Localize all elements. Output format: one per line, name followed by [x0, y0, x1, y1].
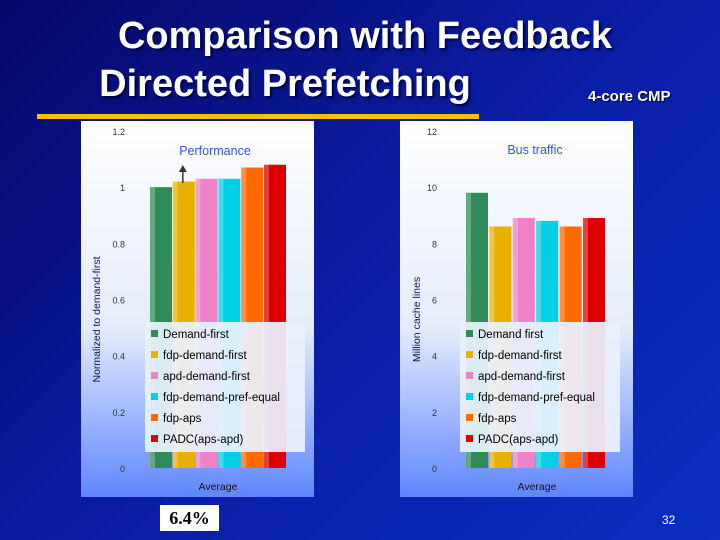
- perf-ytick-label: 0.2: [112, 408, 125, 418]
- title-underline: [37, 114, 479, 119]
- bus-ylabel: Million cache lines: [411, 277, 423, 362]
- performance-chart: 0 0.2 0.4 0.6 0.8 1 1.2 Normalized to demand-fi…: [81, 121, 314, 497]
- perf-legend-label-5: PADC(aps-apd): [163, 434, 243, 446]
- perf-legend-swatch-3: [151, 393, 158, 400]
- bus-ytick-label: 4: [432, 352, 437, 362]
- perf-legend-label-0: Demand-first: [163, 329, 230, 341]
- bus-ytick-label: 6: [432, 296, 437, 306]
- slide-subtitle: 4-core CMP: [588, 88, 671, 105]
- performance-chart-svg: 0 0.2 0.4 0.6 0.8 1 1.2 Normalized to demand-fi…: [91, 127, 305, 493]
- bus-legend-swatch-0: [466, 330, 473, 337]
- perf-ylabel: Normalized to demand-first: [91, 256, 103, 382]
- bus-legend-label-0: Demand first: [478, 329, 544, 341]
- bus-ytick-label: 0: [432, 464, 437, 474]
- bus-traffic-chart-svg: 0 2 4 6 8 10 12 Million cache lines Bus traffic A…: [411, 127, 620, 493]
- perf-arrow-head: [178, 165, 187, 172]
- bus-legend-swatch-4: [466, 414, 473, 421]
- bus-legend-box: [460, 322, 620, 452]
- bus-ytick-label: 12: [427, 127, 437, 137]
- perf-legend-swatch-2: [151, 372, 158, 379]
- slide-title-line1: Comparison with Feedback: [117, 15, 613, 57]
- perf-legend-swatch-0: [151, 330, 158, 337]
- perf-legend-swatch-1: [151, 351, 158, 358]
- perf-legend-label-3: fdp-demand-pref-equal: [163, 392, 280, 404]
- perf-legend-box: [145, 322, 305, 452]
- perf-ytick-label: 0.6: [112, 296, 125, 306]
- bus-legend-label-2: apd-demand-first: [478, 371, 566, 383]
- bus-legend-swatch-3: [466, 393, 473, 400]
- perf-chart-title: Performance: [179, 144, 251, 158]
- perf-ytick-label: 0.4: [112, 352, 125, 362]
- bus-legend-swatch-5: [466, 435, 473, 442]
- perf-ytick-label: 1: [120, 183, 125, 193]
- bus-category-label: Average: [518, 481, 557, 493]
- bus-legend-label-1: fdp-demand-first: [478, 350, 563, 362]
- perf-bar-highlight-5: [264, 164, 269, 468]
- bus-legend-label-3: fdp-demand-pref-equal: [478, 392, 595, 404]
- perf-legend-swatch-5: [151, 435, 158, 442]
- bus-legend-label-5: PADC(aps-apd): [478, 434, 558, 446]
- bus-legend-label-4: fdp-aps: [478, 413, 517, 425]
- bus-ytick-label: 2: [432, 408, 437, 418]
- slide-title-line2: Directed Prefetching: [99, 63, 471, 105]
- bus-chart-title: Bus traffic: [507, 143, 562, 157]
- bus-ytick-label: 8: [432, 239, 437, 249]
- perf-ytick-label: 1.2: [112, 127, 125, 137]
- perf-legend-label-1: fdp-demand-first: [163, 350, 248, 362]
- bus-legend-swatch-2: [466, 372, 473, 379]
- bus-ytick-label: 10: [427, 183, 437, 193]
- perf-legend-label-4: fdp-aps: [163, 413, 202, 425]
- bus-traffic-chart: 0 2 4 6 8 10 12 Million cache lines Bus traffic A…: [400, 121, 633, 497]
- perf-ytick-label: 0.8: [112, 239, 125, 249]
- perf-legend-label-2: apd-demand-first: [163, 371, 251, 383]
- perf-category-label: Average: [199, 481, 238, 493]
- perf-ytick-label: 0: [120, 464, 125, 474]
- bus-legend-swatch-1: [466, 351, 473, 358]
- perf-legend-swatch-4: [151, 414, 158, 421]
- page-number: 32: [662, 513, 676, 527]
- performance-gain-badge: 6.4%: [160, 505, 219, 531]
- perf-bar-highlight-4: [241, 167, 247, 468]
